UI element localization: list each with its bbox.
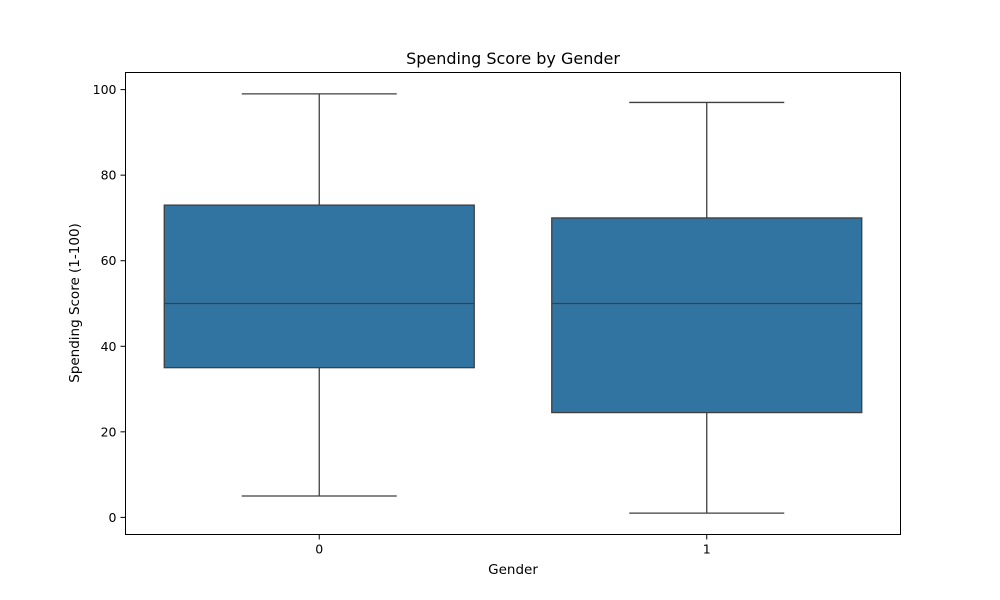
plot-frame (125, 72, 901, 535)
y-axis-label: Spending Score (1-100) (67, 223, 83, 383)
y-axis: 0 20 40 60 80 100 (93, 82, 126, 525)
x-tick-label: 0 (315, 542, 323, 557)
y-tick-label: 100 (93, 82, 117, 97)
y-tick-label: 40 (101, 339, 117, 354)
box-group-1 (551, 101, 863, 514)
boxes-layer (163, 93, 863, 514)
x-tick-label: 1 (703, 542, 711, 557)
iqr-box (551, 217, 863, 414)
y-tick-label: 60 (101, 253, 117, 268)
chart-title: Spending Score by Gender (406, 49, 620, 68)
box-group-0 (163, 93, 475, 497)
y-tick-label: 0 (109, 510, 117, 525)
x-axis-label: Gender (488, 562, 538, 578)
y-tick-label: 80 (101, 168, 117, 183)
y-tick-label: 20 (101, 424, 117, 439)
iqr-box (163, 204, 475, 369)
